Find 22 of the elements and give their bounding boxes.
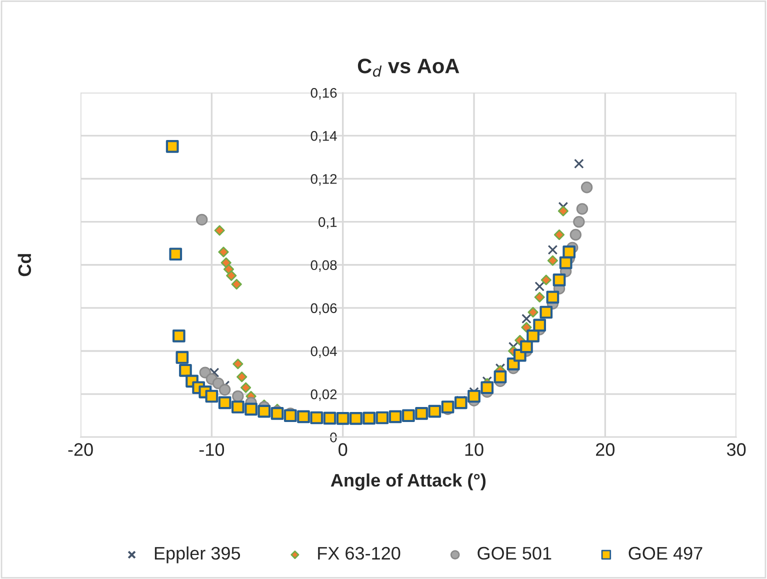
x-tick-label: 20 [596, 443, 614, 456]
y-tick-label: 0,02 [310, 389, 337, 401]
x-axis-title: Angle of Attack (°) [330, 473, 486, 490]
x-tick-label: 30 [726, 443, 746, 456]
y-tick-label: 0,16 [310, 88, 337, 100]
chart-title: C$_{d}$ vs AoA [358, 58, 460, 77]
legend-label: GOE 501 [478, 546, 552, 560]
y-tick-label: 0 [330, 432, 337, 442]
y-axis-title: Cd [18, 254, 32, 276]
y-tick-label: 0,08 [310, 260, 337, 272]
legend-label: GOE 497 [628, 546, 702, 560]
y-tick-label: 0,12 [310, 174, 337, 186]
legend-label: Eppler 395 [154, 546, 240, 564]
x-tick-label: 10 [465, 443, 484, 456]
x-tick-label: -10 [199, 443, 224, 456]
x-tick-label: -20 [68, 443, 93, 456]
y-tick-label: 0,06 [310, 303, 337, 315]
y-tick-label: 0,1 [318, 217, 337, 229]
legend-label: FX 63-120 [318, 546, 400, 560]
x-tick-label: 0 [338, 443, 348, 456]
y-tick-label: 0,04 [310, 346, 337, 358]
y-tick-label: 0,14 [310, 131, 337, 143]
